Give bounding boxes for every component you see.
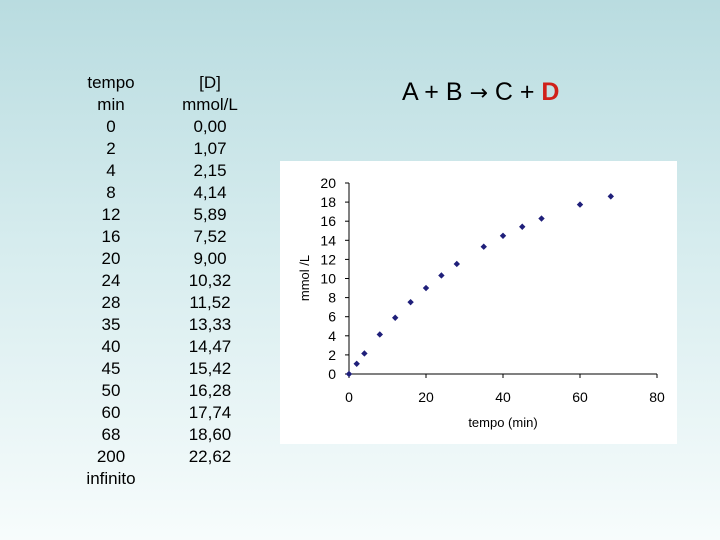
data-point xyxy=(480,243,487,250)
concentration-cell: 7,52 xyxy=(193,227,227,246)
concentration-cell: 13,33 xyxy=(188,315,232,334)
tempo-cell: 35 xyxy=(101,315,121,334)
x-tick-label: 0 xyxy=(345,389,353,405)
tempo-cell: 20 xyxy=(101,249,121,268)
data-point xyxy=(576,201,584,208)
tempo-cell: 50 xyxy=(101,381,121,400)
y-tick-label: 18 xyxy=(320,194,336,210)
concentration-cell: 10,32 xyxy=(188,271,232,290)
y-tick-label: 0 xyxy=(328,366,336,382)
data-point xyxy=(376,331,383,338)
tempo-cell: 16 xyxy=(101,227,121,246)
tempo-cell: 24 xyxy=(101,271,121,290)
y-tick-label: 2 xyxy=(328,347,336,363)
data-point xyxy=(538,215,545,222)
chart-area: 0 2 4 6 8 10 12 14 16 18 20 0 20 40 60 80 tempo (min) … xyxy=(280,161,677,444)
tempo-unit: min xyxy=(97,95,125,114)
tempo-cell: infinito xyxy=(86,469,136,488)
y-tick-label: 4 xyxy=(328,328,336,344)
tempo-cell: 40 xyxy=(101,337,121,356)
concentration-cell: 2,15 xyxy=(193,161,227,180)
x-ticks: 0 20 40 60 80 xyxy=(345,374,665,405)
tempo-column: tempo min 0 2 4 8 12 16 20 24 28 35 40 45 50 60 68 200 i… xyxy=(72,72,150,490)
concentration-cell: 22,62 xyxy=(188,447,232,466)
tempo-cell: 68 xyxy=(101,425,121,444)
y-axis-label: mmol /L xyxy=(297,255,312,301)
tempo-cell: 12 xyxy=(101,205,121,224)
plus-sign: + xyxy=(424,78,439,106)
tempo-cell: 0 xyxy=(106,117,116,136)
concentration-unit: mmol/L xyxy=(182,95,238,114)
plus-sign: + xyxy=(519,78,535,106)
y-tick-label: 12 xyxy=(320,251,336,267)
concentration-cell xyxy=(162,468,258,490)
concentration-cell: 17,74 xyxy=(188,403,232,422)
y-tick-label: 20 xyxy=(320,175,336,191)
y-tick-label: 14 xyxy=(320,232,336,248)
data-point xyxy=(422,284,430,292)
data-point xyxy=(499,232,507,240)
concentration-column: [D] mmol/L 0,00 1,07 2,15 4,14 5,89 7,52 9,00 1… xyxy=(162,72,258,490)
concentration-cell: 4,14 xyxy=(193,183,227,202)
product-d: D xyxy=(541,78,560,106)
x-tick-label: 20 xyxy=(418,389,434,405)
y-tick-label: 16 xyxy=(320,213,336,229)
y-tick-label: 10 xyxy=(320,271,336,287)
y-tick-label: 8 xyxy=(328,290,336,306)
concentration-cell: 5,89 xyxy=(193,205,227,224)
reaction-arrow: → xyxy=(469,81,488,106)
x-tick-label: 40 xyxy=(495,389,511,405)
data-point xyxy=(345,370,353,378)
tempo-cell: 45 xyxy=(101,359,121,378)
data-point xyxy=(392,314,399,321)
data-point xyxy=(519,223,526,230)
tempo-cell: 4 xyxy=(106,161,116,180)
concentration-cell: 18,60 xyxy=(188,425,232,444)
reaction-equation: A + B → C + D xyxy=(402,78,559,107)
tempo-cell: 2 xyxy=(106,139,116,158)
y-ticks: 0 2 4 6 8 10 12 14 16 18 20 xyxy=(320,175,349,382)
tempo-cell: 60 xyxy=(101,403,121,422)
tempo-cell: 8 xyxy=(106,183,116,202)
x-axis-label: tempo (min) xyxy=(468,415,537,430)
reactant-a: A xyxy=(402,78,418,106)
data-point xyxy=(407,298,414,306)
concentration-cell: 14,47 xyxy=(188,337,232,356)
data-point xyxy=(353,360,360,367)
x-tick-label: 80 xyxy=(649,389,665,405)
y-tick-label: 6 xyxy=(328,309,336,325)
data-point xyxy=(453,260,460,268)
data-points xyxy=(345,193,614,378)
x-tick-label: 60 xyxy=(572,389,588,405)
tempo-cell: 200 xyxy=(96,447,126,466)
data-point xyxy=(438,272,445,279)
concentration-cell: 11,52 xyxy=(189,293,231,312)
tempo-cell: 28 xyxy=(101,293,121,312)
product-c: C xyxy=(494,78,513,106)
concentration-cell: 0,00 xyxy=(193,117,227,136)
concentration-cell: 16,28 xyxy=(188,381,232,400)
concentration-cell: 1,07 xyxy=(193,139,227,158)
concentration-cell: 15,42 xyxy=(188,359,232,378)
data-point xyxy=(607,193,614,200)
concentration-cell: 9,00 xyxy=(193,249,227,268)
tempo-header: tempo xyxy=(87,73,135,92)
data-point xyxy=(361,350,368,357)
reactant-b: B xyxy=(445,78,463,106)
concentration-header: [D] xyxy=(199,73,221,92)
